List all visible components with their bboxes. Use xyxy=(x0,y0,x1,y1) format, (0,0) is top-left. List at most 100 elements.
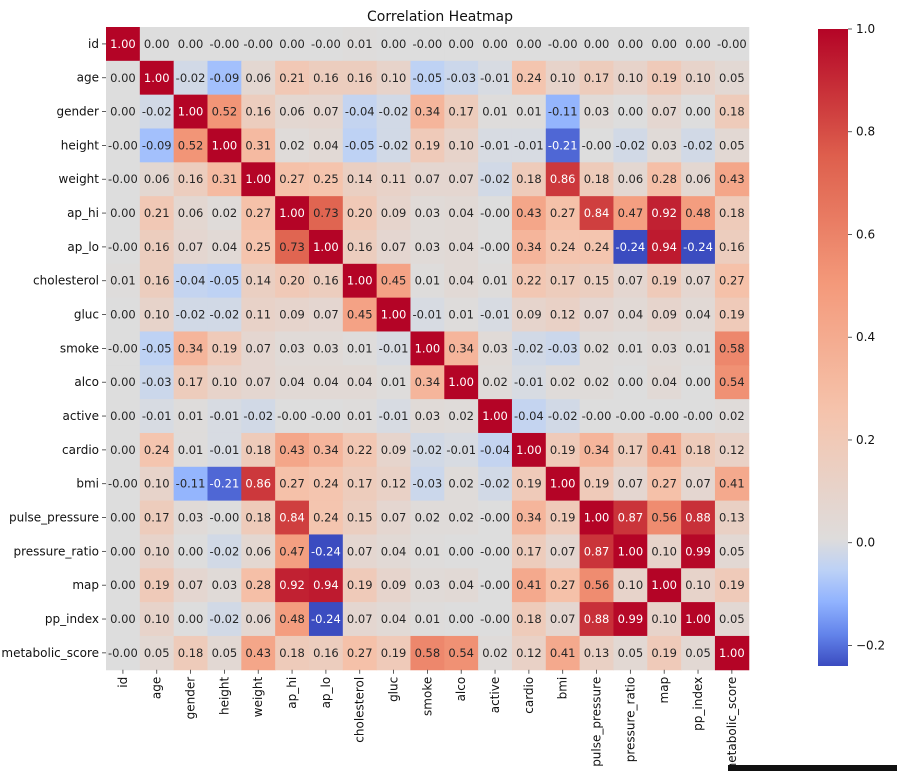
cell-value-label: 0.06 xyxy=(245,71,271,85)
cell-value-label: 0.07 xyxy=(685,477,711,491)
cell-value-label: 0.01 xyxy=(685,341,711,355)
cell-value-label: 1.00 xyxy=(313,240,339,254)
cell-value-label: 0.07 xyxy=(347,544,373,558)
heatmap-cell xyxy=(275,602,310,637)
y-tick-labels: id age gender height weight ap_hi ap_locholest… xyxy=(1,37,106,660)
cell-value-label: -0.24 xyxy=(311,544,341,558)
heatmap-cell xyxy=(241,500,276,535)
heatmap-cell xyxy=(241,297,276,332)
heatmap-cell xyxy=(647,162,682,197)
heatmap-cell xyxy=(275,196,310,231)
cell-value-label: 0.03 xyxy=(212,578,238,592)
cell-value-label: 0.00 xyxy=(110,375,136,389)
heatmap-cell xyxy=(207,331,242,366)
x-tick-label: id xyxy=(116,677,130,688)
cell-value-label: 0.07 xyxy=(584,308,610,322)
cell-value-label: 0.07 xyxy=(685,274,711,288)
cell-value-label: 0.43 xyxy=(279,443,305,457)
heatmap-cell xyxy=(681,568,716,603)
heatmap-cell xyxy=(545,466,581,502)
cell-value-label: 0.34 xyxy=(415,375,441,389)
cell-value-label: 0.00 xyxy=(110,511,136,525)
heatmap-cell xyxy=(139,94,175,129)
cell-value-label: -0.00 xyxy=(480,578,510,592)
cell-value-label: 0.34 xyxy=(448,341,474,355)
heatmap-cell xyxy=(579,27,614,62)
cell-value-label: -0.02 xyxy=(412,443,442,457)
y-tick-label: map xyxy=(72,578,99,592)
heatmap-cell xyxy=(681,466,716,502)
cell-value-label: -0.00 xyxy=(311,37,341,51)
cell-value-label: -0.21 xyxy=(210,477,240,491)
cell-value-label: 0.12 xyxy=(516,646,542,660)
cell-value-label: 0.04 xyxy=(448,274,474,288)
cell-value-label: 0.00 xyxy=(110,612,136,626)
heatmap-cell xyxy=(308,331,344,366)
cell-value-label: 1.00 xyxy=(516,443,542,457)
colorbar-tick-label: 0.2 xyxy=(856,433,875,447)
heatmap-cell xyxy=(376,602,411,637)
cell-value-label: -0.00 xyxy=(277,409,307,423)
cell-value-label: 0.27 xyxy=(651,477,677,491)
cell-value-label: 0.34 xyxy=(516,240,542,254)
cell-value-label: 0.86 xyxy=(245,477,271,491)
colorbar-tick-label: 1.0 xyxy=(856,22,875,36)
heatmap-cell xyxy=(173,196,208,231)
heatmap-cell xyxy=(275,128,310,163)
cell-value-label: 0.03 xyxy=(584,105,610,119)
heatmap-cell xyxy=(241,229,276,265)
cell-value-label: -0.02 xyxy=(176,308,206,322)
heatmap-cell xyxy=(545,128,581,163)
cell-value-label: 0.43 xyxy=(719,172,745,186)
cell-value-label: 0.10 xyxy=(651,544,677,558)
x-tick-label: pressure_ratio xyxy=(623,677,637,763)
cell-value-label: 0.10 xyxy=(212,375,238,389)
cell-value-label: -0.01 xyxy=(210,443,240,457)
cell-value-label: 0.58 xyxy=(415,646,441,660)
heatmap-cell xyxy=(545,568,581,603)
cell-value-label: 0.17 xyxy=(584,71,610,85)
cell-value-label: 0.19 xyxy=(212,341,238,355)
heatmap-cell xyxy=(207,196,242,231)
heatmap-cell xyxy=(342,331,378,366)
heatmap-cell xyxy=(545,399,581,434)
heatmap-cell xyxy=(275,60,310,96)
cell-value-label: 0.02 xyxy=(550,375,576,389)
cell-value-label: 0.01 xyxy=(347,341,373,355)
heatmap-cell xyxy=(275,365,310,400)
cell-value-label: 0.13 xyxy=(719,511,745,525)
heatmap-cell xyxy=(139,399,175,434)
heatmap-cell xyxy=(681,500,716,535)
heatmap-cell xyxy=(613,128,648,163)
heatmap-cell xyxy=(342,568,378,603)
cell-value-label: 0.20 xyxy=(347,206,373,220)
cell-value-label: 0.05 xyxy=(719,544,745,558)
cell-value-label: -0.02 xyxy=(142,105,172,119)
cell-value-label: -0.01 xyxy=(412,308,442,322)
cell-value-label: 0.00 xyxy=(685,105,711,119)
cell-value-label: 0.27 xyxy=(719,274,745,288)
y-tick-label: ap_lo xyxy=(67,240,99,254)
heatmap-cell xyxy=(714,602,750,637)
x-tick-label: bmi xyxy=(556,677,570,700)
heatmap-cell xyxy=(681,263,716,299)
heatmap-cell xyxy=(545,229,581,265)
cell-value-label: 0.00 xyxy=(110,206,136,220)
cell-value-label: 0.04 xyxy=(347,375,373,389)
y-tick-label: active xyxy=(63,409,99,423)
heatmap-cell xyxy=(275,568,310,603)
cell-value-label: 0.14 xyxy=(245,274,271,288)
cell-value-label: 0.84 xyxy=(279,511,305,525)
cell-value-label: 1.00 xyxy=(651,578,677,592)
heatmap-cell xyxy=(410,162,445,197)
heatmap-cell xyxy=(681,534,716,569)
cell-value-label: 0.24 xyxy=(313,477,339,491)
heatmap-cell xyxy=(410,297,445,332)
y-tick-label: pulse_pressure xyxy=(9,511,99,525)
heatmap-cell xyxy=(207,432,242,468)
cell-value-label: -0.04 xyxy=(176,274,206,288)
heatmap-cell xyxy=(241,128,276,163)
cell-value-label: 0.18 xyxy=(685,443,711,457)
cell-value-label: 0.07 xyxy=(448,172,474,186)
heatmap-cell xyxy=(241,635,276,671)
